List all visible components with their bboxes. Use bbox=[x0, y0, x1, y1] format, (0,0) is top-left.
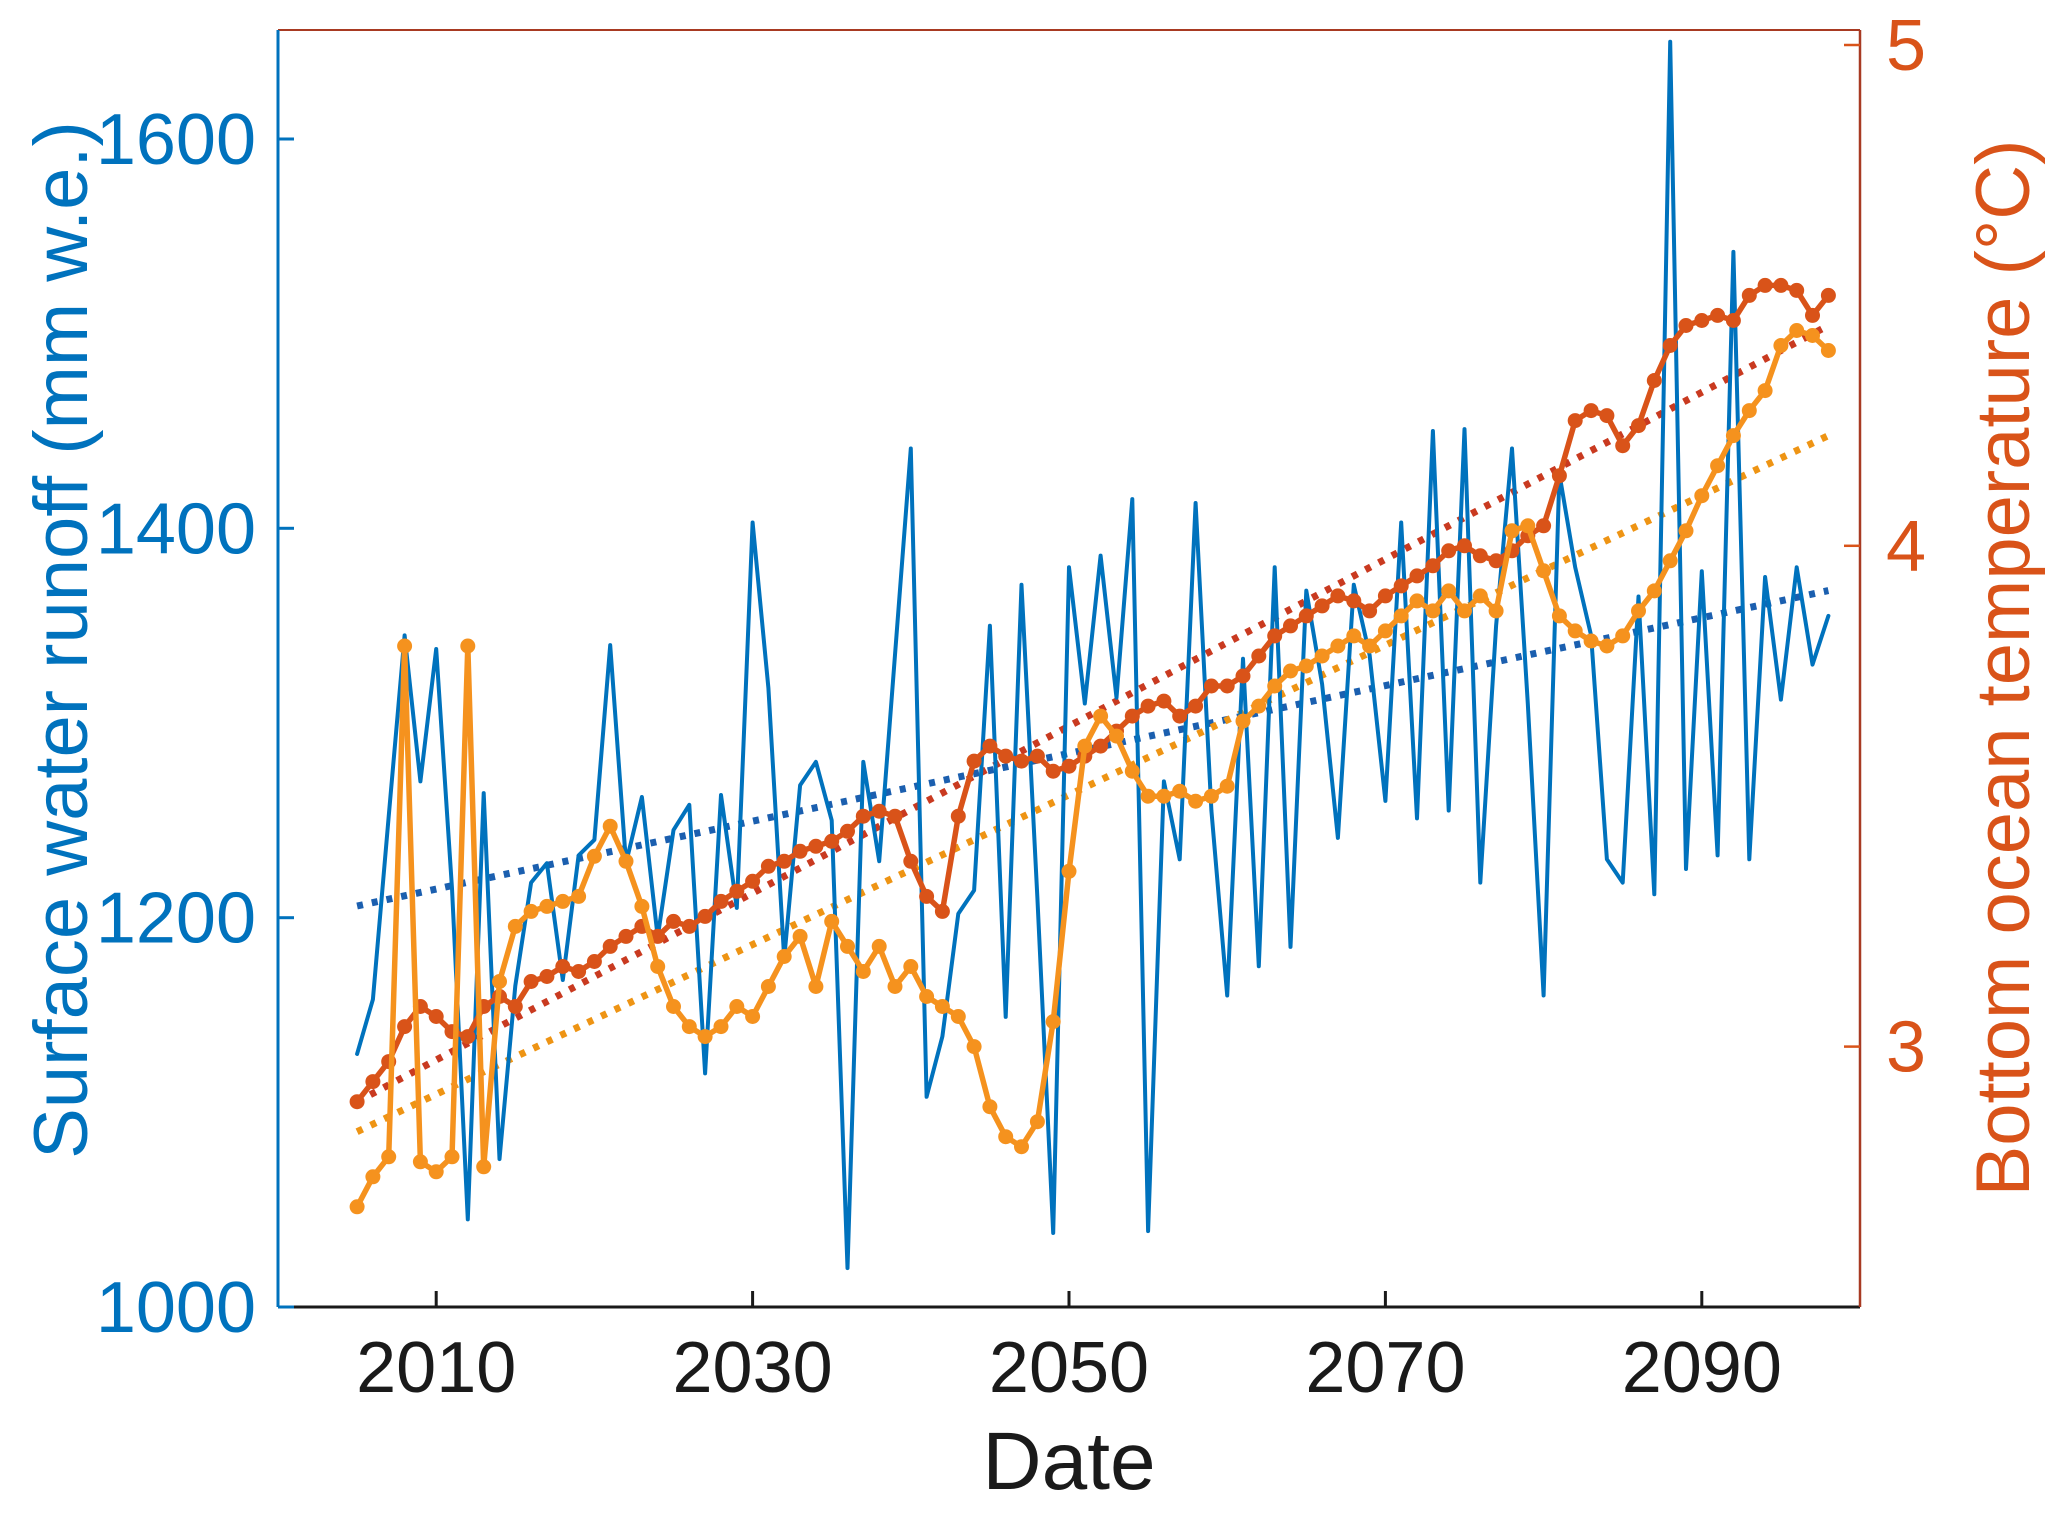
left-y-tick-label: 1400 bbox=[96, 489, 256, 569]
x-axis-title: Date bbox=[982, 1416, 1156, 1507]
temperature-dark-trend-dotted-line bbox=[355, 322, 1831, 1105]
right-y-tick-label: 5 bbox=[1886, 6, 1926, 86]
left-axis-title: Surface water runoff (mm w.e.) bbox=[19, 121, 104, 1159]
x-tick-label: 2070 bbox=[1305, 1328, 1465, 1408]
left-y-tick-label: 1000 bbox=[96, 1268, 256, 1348]
right-y-tick-label: 4 bbox=[1886, 507, 1926, 587]
temperature-light-trend-dotted-line bbox=[355, 432, 1830, 1135]
right-y-tick-label: 3 bbox=[1886, 1008, 1926, 1088]
x-tick-label: 2050 bbox=[989, 1328, 1149, 1408]
surface-water-runoff-line bbox=[355, 39, 1831, 1271]
x-tick-label: 2030 bbox=[673, 1328, 833, 1408]
bottom-ocean-temperature-dark-line bbox=[354, 282, 1832, 1105]
x-tick-label: 2090 bbox=[1622, 1328, 1782, 1408]
left-y-tick-label: 1200 bbox=[96, 879, 256, 959]
bottom-ocean-temperature-light-markers bbox=[349, 323, 1836, 1215]
right-axis-title: Bottom ocean temperature (°C) bbox=[1961, 139, 2046, 1197]
x-tick-label: 2010 bbox=[356, 1328, 516, 1408]
bottom-ocean-temperature-light-line bbox=[354, 327, 1832, 1210]
left-y-tick-label: 1600 bbox=[96, 100, 256, 180]
